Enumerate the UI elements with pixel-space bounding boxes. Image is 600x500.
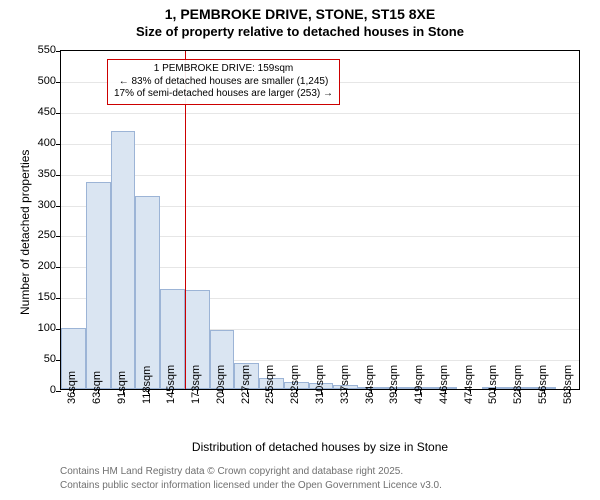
y-tick-label: 450 <box>16 106 56 118</box>
y-tick-label: 0 <box>16 384 56 396</box>
y-tick-mark <box>56 391 61 392</box>
grid-line <box>61 144 579 145</box>
y-tick-label: 200 <box>16 260 56 272</box>
y-tick-mark <box>56 144 61 145</box>
y-tick-label: 300 <box>16 199 56 211</box>
info-box: 1 PEMBROKE DRIVE: 159sqm ← 83% of detach… <box>107 59 340 105</box>
grid-line <box>61 113 579 114</box>
chart-title-sub: Size of property relative to detached ho… <box>0 24 600 39</box>
y-tick-mark <box>56 267 61 268</box>
y-tick-label: 250 <box>16 229 56 241</box>
y-tick-label: 500 <box>16 75 56 87</box>
x-axis-label: Distribution of detached houses by size … <box>60 440 580 454</box>
footer-line1: Contains HM Land Registry data © Crown c… <box>60 466 403 477</box>
y-tick-label: 50 <box>16 353 56 365</box>
grid-line <box>61 175 579 176</box>
y-tick-mark <box>56 206 61 207</box>
histogram-bar <box>135 196 160 389</box>
info-box-line1: 1 PEMBROKE DRIVE: 159sqm <box>114 63 333 76</box>
y-tick-label: 400 <box>16 137 56 149</box>
y-tick-mark <box>56 236 61 237</box>
y-tick-mark <box>56 51 61 52</box>
chart-container: 1, PEMBROKE DRIVE, STONE, ST15 8XE Size … <box>0 0 600 500</box>
y-tick-label: 550 <box>16 44 56 56</box>
y-tick-mark <box>56 82 61 83</box>
info-box-line2: ← 83% of detached houses are smaller (1,… <box>114 76 333 89</box>
y-tick-mark <box>56 113 61 114</box>
y-tick-label: 150 <box>16 291 56 303</box>
histogram-bar <box>111 131 136 389</box>
y-tick-label: 100 <box>16 322 56 334</box>
histogram-bar <box>86 182 111 389</box>
chart-title-main: 1, PEMBROKE DRIVE, STONE, ST15 8XE <box>0 6 600 22</box>
y-tick-label: 350 <box>16 168 56 180</box>
y-tick-mark <box>56 175 61 176</box>
plot-area: 1 PEMBROKE DRIVE: 159sqm ← 83% of detach… <box>60 50 580 390</box>
y-tick-mark <box>56 298 61 299</box>
info-box-line3: 17% of semi-detached houses are larger (… <box>114 88 333 101</box>
footer-line2: Contains public sector information licen… <box>60 480 442 491</box>
